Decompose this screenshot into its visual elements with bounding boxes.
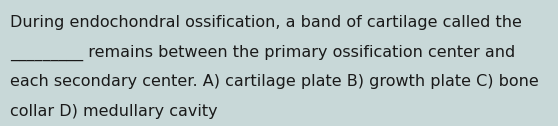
Text: During endochondral ossification, a band of cartilage called the: During endochondral ossification, a band… xyxy=(10,15,522,30)
Text: each secondary center. A) cartilage plate B) growth plate C) bone: each secondary center. A) cartilage plat… xyxy=(10,74,539,89)
Text: _________ remains between the primary ossification center and: _________ remains between the primary os… xyxy=(10,45,515,61)
Text: collar D) medullary cavity: collar D) medullary cavity xyxy=(10,104,218,119)
